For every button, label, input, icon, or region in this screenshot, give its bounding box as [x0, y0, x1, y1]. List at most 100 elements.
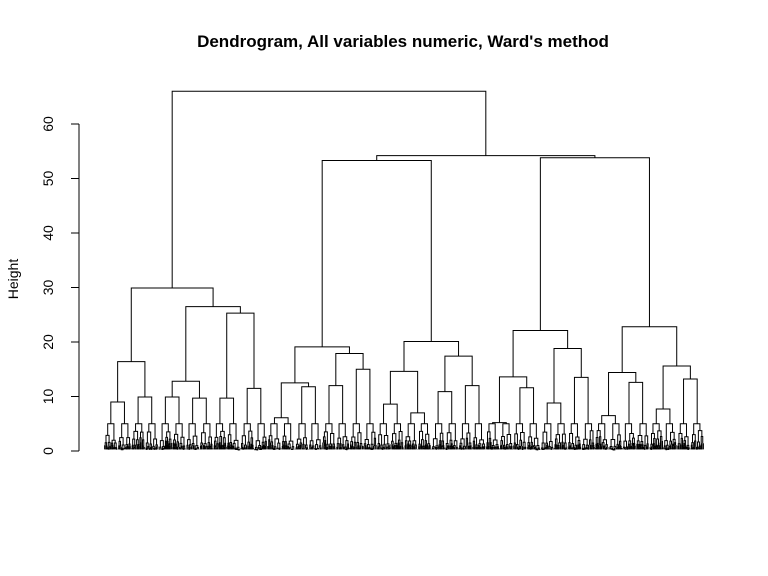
- leaf-branch: [642, 446, 645, 450]
- leaf-link: [111, 439, 116, 444]
- leaf-link: [459, 445, 462, 449]
- leaf-link: [596, 442, 599, 448]
- merge-link: [219, 397, 235, 424]
- leaf-branch: [569, 448, 572, 450]
- leaf-link: [602, 439, 607, 445]
- merge-link: [546, 402, 562, 424]
- leaf-link: [283, 423, 292, 442]
- leaf-branch: [151, 448, 154, 450]
- leaf-link: [241, 446, 244, 450]
- leaf-link: [479, 439, 484, 444]
- merge-link: [553, 348, 582, 404]
- leaf-link: [439, 440, 442, 446]
- leaf-link: [276, 447, 279, 450]
- leaf-link: [400, 442, 404, 448]
- leaf-link: [514, 433, 518, 445]
- leaf-link: [336, 443, 340, 448]
- leaf-branch: [287, 448, 290, 450]
- leaf-branch: [128, 446, 132, 450]
- leaf-branch: [374, 444, 377, 450]
- y-tick-label: 10: [40, 389, 56, 405]
- leaf-link: [392, 446, 395, 450]
- leaf-link: [295, 447, 298, 449]
- leaf-link: [273, 446, 277, 450]
- leaf-link: [311, 423, 319, 441]
- leaf-link: [229, 423, 237, 441]
- leaf-branch: [289, 448, 292, 450]
- leaf-link: [188, 423, 196, 440]
- leaf-link: [561, 433, 566, 443]
- leaf-branch: [474, 446, 477, 450]
- leaf-link: [364, 438, 369, 445]
- leaf-link: [628, 440, 632, 447]
- leaf-link: [255, 440, 261, 448]
- leaf-link: [215, 423, 224, 438]
- leaf-link: [133, 444, 136, 449]
- leaf-link: [319, 447, 322, 450]
- leaf-branch: [304, 448, 307, 450]
- leaf-branch: [265, 446, 268, 450]
- leaf-link: [540, 447, 544, 450]
- leaf-link: [136, 439, 139, 446]
- leaf-link: [113, 446, 116, 450]
- leaf-link: [126, 437, 131, 445]
- leaf-branch: [558, 448, 561, 450]
- leaf-link: [650, 432, 655, 445]
- leaf-link: [455, 446, 458, 449]
- leaf-link: [123, 447, 126, 450]
- leaf-link: [461, 423, 470, 439]
- leaf-link: [257, 423, 265, 441]
- leaf-branch: [379, 448, 382, 450]
- leaf-link: [125, 444, 129, 448]
- leaf-link: [669, 440, 673, 447]
- leaf-link: [118, 445, 120, 449]
- leaf-link: [261, 446, 264, 449]
- leaf-link: [132, 438, 136, 446]
- leaf-branch: [551, 448, 554, 450]
- leaf-link: [407, 443, 410, 448]
- leaf-link: [336, 446, 339, 450]
- leaf-branch: [694, 446, 697, 450]
- leaf-link: [351, 436, 356, 443]
- leaf-branch: [606, 446, 609, 450]
- leaf-link: [502, 423, 510, 437]
- merge-link: [226, 312, 255, 399]
- leaf-link: [378, 434, 383, 445]
- leaf-link: [174, 443, 177, 449]
- leaf-branch: [466, 445, 469, 450]
- leaf-link: [247, 441, 250, 447]
- leaf-link: [420, 445, 423, 450]
- leaf-link: [428, 445, 431, 450]
- leaf-link: [146, 431, 152, 445]
- leaf-link: [643, 444, 647, 449]
- leaf-link: [686, 444, 690, 448]
- leaf-link: [479, 447, 482, 450]
- leaf-link: [522, 441, 526, 448]
- merge-link: [573, 376, 589, 424]
- leaf-link: [264, 440, 267, 447]
- leaf-link: [394, 442, 398, 446]
- leaf-link: [544, 423, 552, 442]
- leaf-link: [569, 445, 572, 449]
- leaf-link: [684, 436, 689, 446]
- leaf-link: [404, 440, 408, 446]
- leaf-link: [591, 442, 595, 448]
- leaf-link: [655, 444, 658, 449]
- leaf-link: [379, 423, 387, 436]
- leaf-link: [119, 437, 124, 446]
- merge-link: [130, 287, 214, 362]
- leaf-link: [483, 446, 486, 450]
- leaf-branch: [331, 446, 335, 450]
- leaf-link: [503, 446, 506, 450]
- leaf-link: [401, 447, 404, 450]
- leaf-branch: [351, 447, 354, 450]
- leaf-link: [270, 423, 278, 439]
- leaf-link: [383, 443, 386, 449]
- leaf-link: [163, 448, 166, 450]
- leaf-link: [352, 423, 360, 437]
- leaf-branch: [224, 446, 227, 450]
- leaf-branch: [526, 446, 530, 450]
- leaf-link: [145, 447, 148, 450]
- leaf-link: [207, 442, 211, 447]
- leaf-link: [652, 423, 660, 434]
